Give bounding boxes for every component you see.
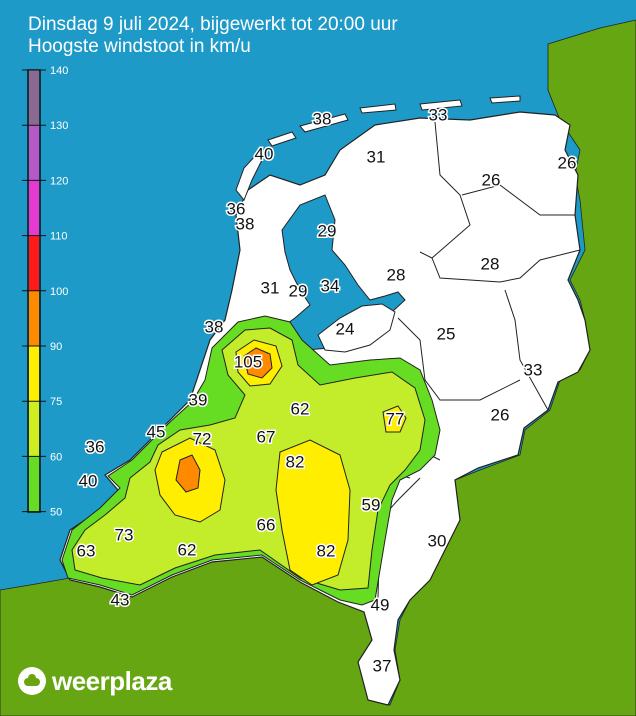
station-value: 30 [428,532,447,551]
station-value: 36 [227,200,246,219]
legend-swatch [29,456,39,512]
station-value: 66 [257,516,276,535]
legend-swatch [29,180,39,236]
station-value: 31 [261,279,280,298]
cloud-logo-icon [18,667,46,695]
station-value: 31 [367,148,386,167]
station-value: 45 [147,423,166,442]
station-value: 36 [86,438,105,457]
station-value: 33 [524,361,543,380]
legend-label: 75 [50,396,62,408]
flevoland [317,303,396,353]
station-value: 29 [289,282,308,301]
station-value: 26 [491,406,510,425]
contour-90-100-schiphol [243,347,273,379]
legend-swatch [29,290,39,346]
legend-label: 50 [50,507,62,519]
station-value: 33 [429,106,448,125]
station-value: 40 [255,145,274,164]
station-value: 77 [386,410,405,429]
weerplaza-logo[interactable]: weerplaza [18,664,172,698]
station-value: 28 [387,266,406,285]
station-value: 43 [111,591,130,610]
station-value: 29 [318,222,337,241]
station-value: 34 [321,277,340,296]
station-value: 72 [193,430,212,449]
island-texel [235,154,263,201]
legend-label: 90 [50,341,62,353]
legend-swatch [29,401,39,457]
contour-75-90-rivers [275,439,351,586]
legend-swatch [29,235,39,291]
station-value: 25 [437,325,456,344]
station-value: 38 [313,110,332,129]
station-value: 62 [291,400,310,419]
station-value: 73 [115,526,134,545]
island-vlieland [267,131,297,147]
station-value: 26 [558,154,577,173]
station-value: 38 [205,318,224,337]
island-ameland [359,103,397,114]
island-terschelling [299,113,349,133]
station-value: 59 [362,496,381,515]
legend-swatch [29,346,39,402]
station-value: 67 [257,428,276,447]
legend-label: 60 [50,451,62,463]
legend-label: 140 [50,65,68,77]
legend-label: 100 [50,286,68,298]
station-value: 37 [373,657,392,676]
station-value: 26 [482,171,501,190]
map-title: Dinsdag 9 juli 2024, bijgewerkt tot 20:0… [28,14,398,35]
legend-label: 120 [50,175,68,187]
contour-75-90-deelen [382,405,407,433]
legend-label: 130 [50,120,68,132]
station-value: 62 [178,541,197,560]
station-value: 105 [234,353,262,372]
station-value: 24 [336,320,355,339]
station-value: 38 [236,215,255,234]
island-schiermonnikoog [419,99,463,111]
station-value: 49 [371,596,390,615]
station-value: 82 [286,453,305,472]
legend-swatch [29,70,39,126]
brand-name: weerplaza [52,665,172,696]
map-subtitle: Hoogste windstoot in km/u [28,36,251,57]
station-value: 40 [79,472,98,491]
station-value: 28 [481,255,500,274]
legend: 140 130 120 110 100 90 75 60 50 [22,65,68,519]
contour-90-100-rotterdam [175,454,201,493]
island-rottum [489,95,521,104]
legend-swatch [29,125,39,181]
legend-label: 110 [50,231,68,243]
gust-contours [61,315,441,606]
station-value: 39 [189,391,208,410]
station-value: 82 [317,542,336,561]
station-value: 63 [77,542,96,561]
